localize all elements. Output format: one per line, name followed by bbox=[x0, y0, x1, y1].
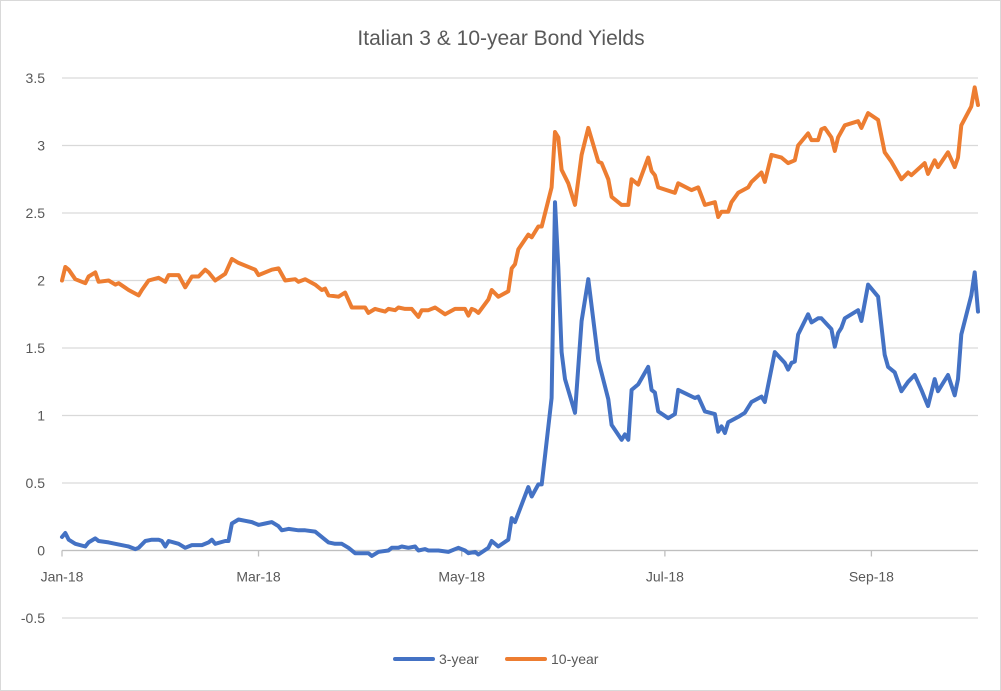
x-tick-label: Jul-18 bbox=[646, 569, 684, 585]
y-tick-label: 2.5 bbox=[26, 205, 46, 221]
legend-label: 10-year bbox=[551, 651, 599, 667]
chart-title: Italian 3 & 10-year Bond Yields bbox=[357, 27, 644, 50]
x-tick-label: May-18 bbox=[438, 569, 485, 585]
x-tick-label: Mar-18 bbox=[236, 569, 281, 585]
legend-label: 3-year bbox=[439, 651, 479, 667]
y-tick-label: 1.5 bbox=[26, 340, 46, 356]
y-tick-label: 3 bbox=[37, 138, 45, 154]
series-line-10-year bbox=[60, 85, 980, 319]
y-tick-label: 3.5 bbox=[26, 70, 46, 86]
y-tick-label: -0.5 bbox=[21, 610, 45, 626]
x-axis-labels: Jan-18 Mar-18 May-18 Jul-18 Sep-18 bbox=[41, 569, 895, 585]
series-lines bbox=[60, 85, 980, 558]
y-axis-labels: 3.5 3 2.5 2 1.5 1 0.5 0 -0.5 bbox=[21, 70, 45, 626]
legend: 3-year 10-year bbox=[393, 651, 599, 667]
y-tick-label: 2 bbox=[37, 273, 45, 289]
x-tick-label: Sep-18 bbox=[849, 569, 894, 585]
y-tick-label: 1 bbox=[37, 408, 45, 424]
series-line-3-year bbox=[60, 200, 980, 558]
y-tick-label: 0.5 bbox=[26, 475, 46, 491]
gridlines bbox=[61, 77, 978, 619]
x-tick-label: Jan-18 bbox=[41, 569, 84, 585]
y-tick-label: 0 bbox=[37, 543, 45, 559]
